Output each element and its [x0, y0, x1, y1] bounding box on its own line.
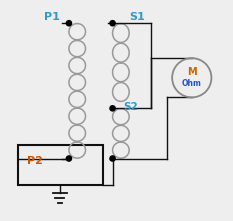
- Circle shape: [66, 156, 72, 161]
- Text: S2: S2: [123, 102, 138, 112]
- Circle shape: [110, 21, 115, 26]
- Circle shape: [66, 21, 72, 26]
- Text: S1: S1: [130, 12, 145, 22]
- Text: P2: P2: [27, 156, 43, 166]
- Text: Ohm: Ohm: [182, 79, 202, 88]
- Circle shape: [110, 106, 115, 111]
- Circle shape: [110, 156, 115, 161]
- Bar: [18, 145, 103, 185]
- Text: P1: P1: [44, 12, 60, 22]
- Text: M: M: [187, 67, 197, 77]
